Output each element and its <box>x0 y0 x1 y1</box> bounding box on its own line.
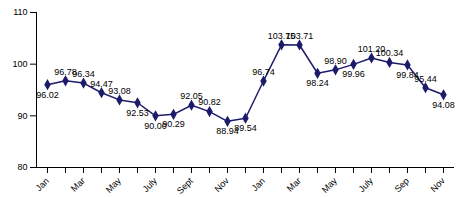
svg-text:Mar: Mar <box>285 176 303 194</box>
svg-text:Sept: Sept <box>175 175 196 196</box>
svg-text:90.82: 90.82 <box>198 97 221 107</box>
svg-text:92.05: 92.05 <box>180 91 203 102</box>
svg-text:90: 90 <box>17 111 27 121</box>
svg-text:100: 100 <box>12 59 27 69</box>
svg-text:Jan: Jan <box>250 176 267 193</box>
svg-text:99.84: 99.84 <box>396 70 419 80</box>
svg-text:92.53: 92.53 <box>126 108 149 118</box>
svg-text:96.34: 96.34 <box>72 69 95 79</box>
svg-text:94.08: 94.08 <box>432 100 455 110</box>
svg-text:103.75: 103.75 <box>267 30 296 41</box>
svg-text:101.20: 101.20 <box>357 43 386 54</box>
svg-text:100.34: 100.34 <box>376 48 404 58</box>
svg-text:103.71: 103.71 <box>286 31 314 41</box>
svg-text:90.29: 90.29 <box>162 119 185 129</box>
svg-text:July: July <box>357 175 376 194</box>
svg-text:Jan: Jan <box>34 176 51 193</box>
svg-text:Mar: Mar <box>69 176 87 194</box>
svg-text:99.96: 99.96 <box>342 69 365 79</box>
svg-text:96.74: 96.74 <box>252 67 275 77</box>
svg-text:96.02: 96.02 <box>36 90 59 100</box>
svg-text:May: May <box>104 175 123 194</box>
svg-text:Sep: Sep <box>393 176 411 194</box>
svg-text:Nov: Nov <box>213 175 232 194</box>
svg-text:95.44: 95.44 <box>414 73 437 84</box>
svg-text:98.24: 98.24 <box>306 78 329 88</box>
svg-text:July: July <box>141 175 160 194</box>
svg-text:80: 80 <box>17 162 27 172</box>
svg-text:93.08: 93.08 <box>108 86 131 96</box>
svg-text:96.78: 96.78 <box>54 66 77 77</box>
svg-text:98.90: 98.90 <box>324 56 347 66</box>
svg-text:89.54: 89.54 <box>234 123 257 133</box>
svg-text:90.00: 90.00 <box>144 120 167 131</box>
svg-text:94.47: 94.47 <box>90 78 113 89</box>
svg-text:Nov: Nov <box>429 175 448 194</box>
svg-text:May: May <box>320 175 339 194</box>
svg-text:110: 110 <box>13 7 27 17</box>
svg-text:88.94: 88.94 <box>216 126 239 137</box>
